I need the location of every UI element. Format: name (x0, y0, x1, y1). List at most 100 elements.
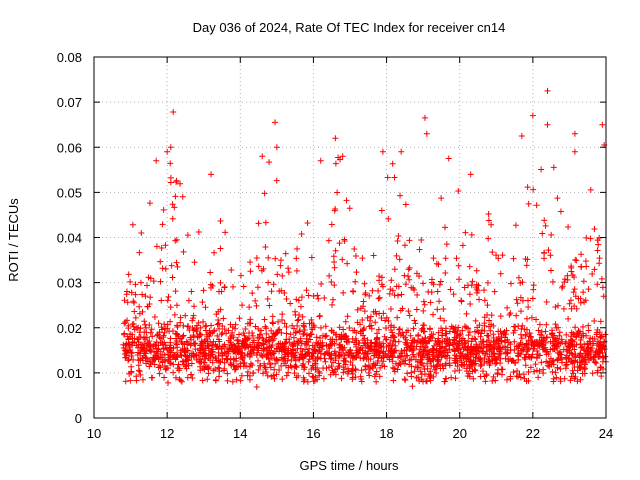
data-point (278, 287, 285, 294)
data-point (490, 338, 497, 345)
data-point (161, 351, 168, 358)
data-point (274, 271, 281, 278)
data-point (590, 340, 597, 347)
data-point (560, 346, 567, 353)
data-point (158, 245, 165, 252)
data-point (518, 132, 525, 139)
data-point (571, 358, 578, 365)
x-tick-label: 16 (306, 426, 320, 441)
data-point (170, 108, 177, 115)
data-point (433, 363, 440, 370)
data-point (522, 362, 529, 369)
data-point (164, 297, 171, 304)
data-point (293, 267, 300, 274)
data-point (452, 360, 459, 367)
data-point (167, 342, 174, 349)
data-point (472, 354, 479, 361)
data-point (571, 286, 578, 293)
data-point (167, 360, 174, 367)
x-tick-label: 14 (233, 426, 247, 441)
data-point (366, 292, 373, 299)
data-point (230, 341, 237, 348)
data-point (357, 305, 364, 312)
data-point (185, 297, 192, 304)
data-point (523, 262, 530, 269)
data-point (403, 336, 410, 343)
data-point (589, 370, 596, 377)
data-point (482, 378, 489, 385)
data-point (446, 328, 453, 335)
data-point (591, 266, 598, 273)
data-point (446, 362, 453, 369)
data-point (576, 352, 583, 359)
data-point (389, 364, 396, 371)
data-point (357, 355, 364, 362)
data-point (283, 372, 290, 379)
data-point (262, 243, 269, 250)
data-point (584, 340, 591, 347)
data-point (346, 325, 353, 332)
data-point (190, 315, 197, 322)
data-point (295, 316, 302, 323)
data-point (587, 235, 594, 242)
data-point (219, 350, 226, 357)
data-point (205, 366, 212, 373)
data-point (540, 370, 547, 377)
data-point (427, 377, 434, 384)
data-point (457, 331, 464, 338)
data-point (528, 314, 535, 321)
data-point (315, 295, 322, 302)
data-point (560, 305, 567, 312)
data-point (305, 358, 312, 365)
data-point (306, 332, 313, 339)
data-point (537, 331, 544, 338)
data-point (382, 317, 389, 324)
data-point (330, 329, 337, 336)
data-point (137, 279, 144, 286)
data-point (270, 281, 277, 288)
data-point (543, 298, 550, 305)
data-point (552, 337, 559, 344)
data-point (120, 331, 127, 338)
data-point (577, 344, 584, 351)
data-point (540, 338, 547, 345)
data-point (244, 368, 251, 375)
data-point (571, 303, 578, 310)
data-point (151, 361, 158, 368)
data-point (568, 263, 575, 270)
data-point (468, 231, 475, 238)
data-point (586, 350, 593, 357)
data-point (123, 340, 130, 347)
data-point (325, 237, 332, 244)
data-point (517, 294, 524, 301)
data-point (562, 365, 569, 372)
data-point (373, 310, 380, 317)
data-point (162, 242, 169, 249)
data-point (459, 335, 466, 342)
data-point (129, 221, 136, 228)
data-point (512, 222, 519, 229)
data-point (556, 329, 563, 336)
data-point (294, 245, 301, 252)
data-point (435, 261, 442, 268)
data-point (484, 279, 491, 286)
data-point (326, 345, 333, 352)
data-point (260, 347, 267, 354)
data-point (559, 283, 566, 290)
data-point (577, 365, 584, 372)
data-point (277, 257, 284, 264)
y-tick-label: 0.07 (57, 95, 82, 110)
data-point (125, 271, 132, 278)
data-point (209, 348, 216, 355)
data-point (522, 256, 529, 263)
data-point (170, 353, 177, 360)
data-point (253, 302, 260, 309)
data-point (583, 234, 590, 241)
data-point (547, 267, 554, 274)
data-point (286, 336, 293, 343)
data-point (212, 377, 219, 384)
data-point (486, 353, 493, 360)
data-point (377, 364, 384, 371)
data-point (176, 376, 183, 383)
data-point (352, 278, 359, 285)
